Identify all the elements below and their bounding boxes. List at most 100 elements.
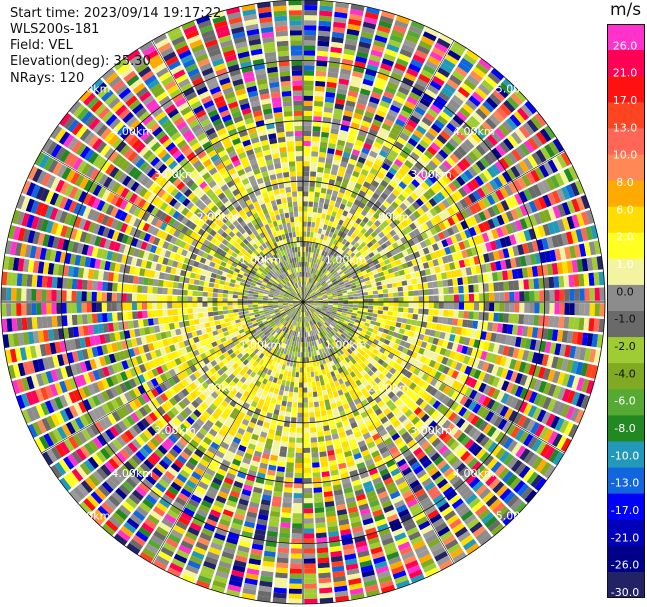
velocity-gate [307,277,310,283]
velocity-gate [543,428,554,442]
velocity-gate [407,155,417,165]
velocity-gate [303,286,305,292]
velocity-gate [417,314,424,321]
velocity-gate [445,196,455,206]
velocity-gate [196,405,205,414]
velocity-gate [199,458,210,468]
velocity-gate [362,181,371,189]
velocity-gate [545,413,556,427]
velocity-gate [124,461,136,473]
velocity-gate [419,97,431,108]
velocity-gate [554,172,565,187]
velocity-gate [524,291,530,302]
velocity-gate [229,380,237,388]
velocity-gate [441,199,451,209]
velocity-gate [367,424,376,432]
velocity-gate [276,334,281,340]
velocity-gate [432,400,441,410]
velocity-gate [318,300,324,302]
velocity-gate [274,372,280,379]
velocity-gate [474,464,486,476]
velocity-gate [110,386,119,398]
velocity-gate [404,409,413,418]
velocity-gate [463,538,477,551]
velocity-gate [371,392,379,400]
velocity-gate [397,223,405,231]
velocity-gate [27,423,38,438]
velocity-gate [278,323,283,329]
velocity-gate [272,413,279,421]
velocity-gate [341,251,347,257]
velocity-gate [463,239,471,249]
velocity-gate [417,225,425,234]
velocity-gate [256,369,263,376]
velocity-gate [357,550,370,558]
velocity-gate [279,309,285,313]
velocity-gate [463,398,473,409]
velocity-gate [468,338,476,347]
velocity-gate [574,180,585,195]
velocity-gate [387,109,399,118]
velocity-gate [321,337,326,343]
velocity-gate [458,336,466,345]
velocity-gate [294,351,298,357]
velocity-gate [381,343,388,350]
velocity-gate [351,521,362,529]
velocity-gate [374,321,381,327]
velocity-gate [596,256,604,270]
velocity-gate [317,294,323,298]
velocity-gate [538,426,550,440]
velocity-gate [465,119,477,131]
velocity-gate [468,95,481,107]
velocity-gate [492,272,499,282]
velocity-gate [356,462,366,470]
velocity-gate [75,448,87,461]
velocity-gate [430,252,437,260]
velocity-gate [319,592,333,599]
velocity-gate [303,196,309,202]
velocity-gate [373,513,386,522]
velocity-gate [327,413,334,421]
velocity-gate [366,220,374,227]
velocity-gate [306,287,309,293]
velocity-gate [307,297,313,300]
velocity-gate [141,382,151,392]
velocity-gate [311,351,315,357]
velocity-gate [460,82,474,94]
velocity-gate [276,328,281,334]
velocity-gate [223,454,233,463]
velocity-gate [273,344,278,350]
velocity-gate [303,171,310,177]
velocity-gate [286,360,291,366]
velocity-gate [417,216,426,225]
velocity-gate [141,522,155,534]
velocity-gate [319,319,325,325]
velocity-gate [351,343,358,349]
velocity-gate [266,339,272,345]
velocity-gate [485,117,497,130]
velocity-gate [335,212,342,220]
velocity-gate [518,231,527,243]
velocity-gate [559,419,570,434]
velocity-gate [304,583,317,589]
velocity-gate [349,582,363,591]
velocity-gate [351,75,362,83]
velocity-gate [378,575,393,584]
velocity-gate [367,287,373,292]
velocity-gate [462,319,469,328]
velocity-gate [279,317,285,323]
velocity-gate [150,510,163,521]
velocity-gate [342,277,348,282]
velocity-gate [362,415,371,423]
velocity-gate [541,264,549,276]
velocity-gate [273,440,281,447]
velocity-gate [427,351,435,359]
velocity-gate [310,292,316,297]
velocity-gate [316,328,321,334]
velocity-gate [339,129,348,137]
velocity-gate [377,358,385,365]
velocity-gate [310,284,314,290]
velocity-gate [146,390,155,401]
velocity-gate [295,321,298,327]
velocity-gate [536,265,544,277]
